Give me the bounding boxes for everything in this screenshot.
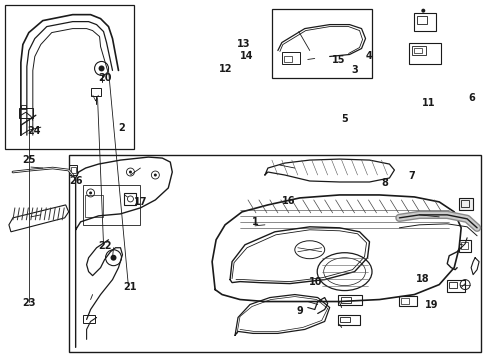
Bar	[413, 13, 435, 31]
Bar	[68, 155, 480, 352]
Bar	[82, 185, 140, 225]
Bar	[281, 53, 299, 64]
Bar	[84, 195, 102, 217]
Text: 19: 19	[425, 300, 438, 310]
Bar	[124, 193, 136, 205]
Text: 4: 4	[365, 51, 371, 61]
Bar	[458, 240, 470, 252]
Bar	[90, 88, 101, 96]
Bar	[408, 42, 440, 64]
Circle shape	[99, 66, 104, 71]
Text: 8: 8	[381, 178, 387, 188]
Circle shape	[154, 174, 157, 176]
Text: 14: 14	[240, 51, 253, 61]
Text: 26: 26	[70, 176, 83, 186]
Bar	[271, 9, 371, 78]
Text: 5: 5	[340, 114, 347, 124]
Text: 23: 23	[22, 298, 36, 308]
Text: 12: 12	[219, 64, 232, 74]
Bar	[460, 242, 467, 249]
Text: 16: 16	[281, 196, 294, 206]
Bar	[447, 280, 464, 292]
Text: 9: 9	[296, 306, 302, 316]
Text: 10: 10	[309, 277, 322, 287]
Bar	[411, 45, 426, 55]
Bar	[458, 198, 472, 210]
Text: 6: 6	[468, 93, 474, 103]
Circle shape	[110, 255, 116, 261]
Bar	[448, 282, 456, 288]
Bar	[413, 48, 422, 54]
Text: 17: 17	[134, 197, 147, 207]
Text: 20: 20	[98, 73, 112, 83]
Text: 13: 13	[236, 39, 250, 49]
Bar	[460, 200, 468, 207]
Text: 2: 2	[118, 123, 124, 133]
Bar	[82, 315, 94, 323]
Text: 18: 18	[415, 274, 428, 284]
Text: 21: 21	[122, 282, 136, 292]
Bar	[19, 108, 33, 118]
Text: 24: 24	[27, 126, 41, 136]
Bar	[416, 15, 427, 24]
Bar	[399, 296, 416, 306]
Bar	[337, 294, 361, 305]
Text: 22: 22	[98, 241, 111, 251]
Bar	[401, 298, 408, 303]
Bar	[21, 105, 26, 109]
Circle shape	[129, 171, 132, 174]
Bar	[283, 57, 291, 62]
Text: 15: 15	[331, 55, 345, 65]
Circle shape	[89, 192, 92, 194]
Text: 1: 1	[252, 217, 259, 227]
Bar	[5, 5, 134, 149]
Circle shape	[421, 9, 425, 13]
Bar	[71, 167, 76, 173]
Bar	[340, 297, 350, 302]
Text: 25: 25	[22, 155, 36, 165]
Text: 3: 3	[350, 64, 357, 75]
Text: 7: 7	[407, 171, 414, 181]
Text: 11: 11	[421, 98, 434, 108]
Bar	[68, 165, 77, 175]
Bar	[337, 315, 359, 325]
Bar	[339, 318, 349, 323]
